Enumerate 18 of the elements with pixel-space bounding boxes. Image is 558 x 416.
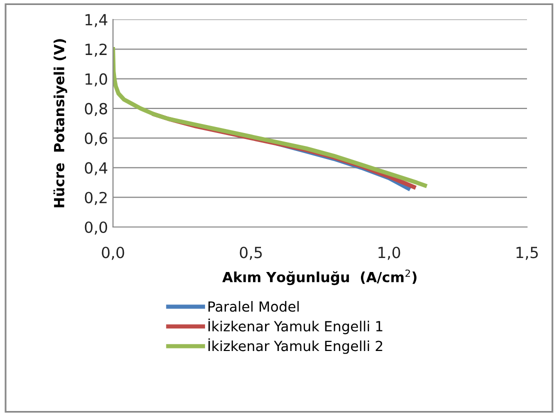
legend-label: Paralel Model [208, 301, 299, 312]
legend-label: İkizkenar Yamuk Engelli 1 [208, 318, 382, 334]
y-tick-label: 0,4 [84, 162, 108, 176]
y-tick-label: 0,8 [84, 102, 108, 116]
line-series [113, 47, 427, 188]
y-tick-label: 1,0 [86, 73, 108, 86]
x-tick-label: 0,5 [240, 246, 262, 260]
y-axis-title: Hücre Potansiyeli (V) [53, 39, 68, 208]
x-axis-title: Akım Yoğunluğu (A/cm$^{2}$) [222, 270, 416, 286]
y-tick-label: 0,0 [84, 221, 108, 235]
y-tick-label: 1,2 [86, 44, 107, 57]
x-tick-label: 1,5 [516, 246, 538, 260]
x-tick-label: 0,0 [102, 246, 124, 260]
y-tick-label: 0,6 [84, 132, 108, 146]
legend-label: İkizkenar Yamuk Engelli 2 [208, 338, 382, 354]
x-tick-label: 1,0 [378, 246, 400, 260]
y-tick-label: 0,2 [84, 192, 107, 205]
y-tick-label: 1,4 [86, 14, 108, 28]
